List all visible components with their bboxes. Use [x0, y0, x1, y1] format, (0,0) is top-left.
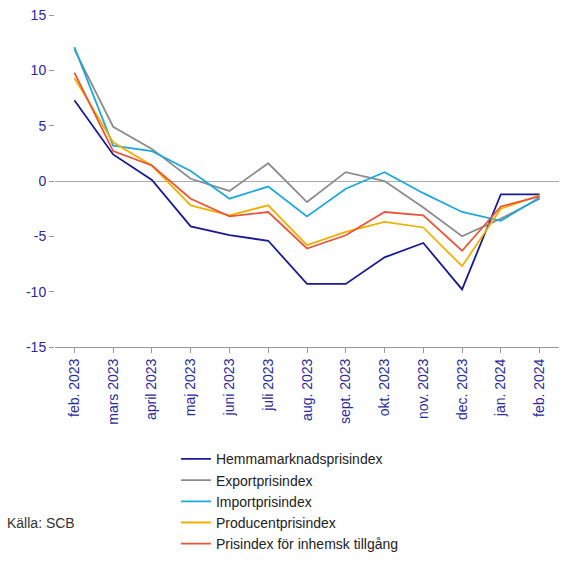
- svg-text:april 2023: april 2023: [143, 358, 159, 420]
- svg-text:juni 2023: juni 2023: [221, 358, 237, 416]
- svg-text:-15: -15: [26, 339, 46, 355]
- svg-text:juli 2023: juli 2023: [260, 358, 276, 411]
- svg-text:aug. 2023: aug. 2023: [299, 358, 315, 420]
- svg-text:-5: -5: [34, 228, 47, 244]
- svg-text:Producentprisindex: Producentprisindex: [216, 515, 336, 531]
- svg-text:mars 2023: mars 2023: [105, 358, 121, 424]
- svg-text:sept. 2023: sept. 2023: [337, 358, 353, 424]
- svg-text:feb. 2024: feb. 2024: [531, 358, 547, 417]
- svg-text:Exportprisindex: Exportprisindex: [216, 473, 313, 489]
- svg-text:jan. 2024: jan. 2024: [492, 358, 508, 417]
- svg-text:Källa: SCB: Källa: SCB: [7, 515, 75, 531]
- svg-text:5: 5: [38, 118, 46, 134]
- svg-text:0: 0: [38, 173, 46, 189]
- svg-text:-10: -10: [26, 284, 46, 300]
- svg-text:okt. 2023: okt. 2023: [376, 358, 392, 416]
- svg-text:maj 2023: maj 2023: [182, 358, 198, 416]
- svg-text:Importprisindex: Importprisindex: [216, 494, 312, 510]
- svg-text:15: 15: [31, 7, 47, 23]
- svg-text:feb. 2023: feb. 2023: [66, 358, 82, 417]
- svg-text:nov. 2023: nov. 2023: [415, 358, 431, 419]
- svg-text:10: 10: [31, 62, 47, 78]
- svg-text:Hemmamarknadsprisindex: Hemmamarknadsprisindex: [216, 451, 383, 467]
- svg-text:Prisindex för inhemsk tillgång: Prisindex för inhemsk tillgång: [216, 536, 398, 552]
- svg-text:dec. 2023: dec. 2023: [454, 358, 470, 420]
